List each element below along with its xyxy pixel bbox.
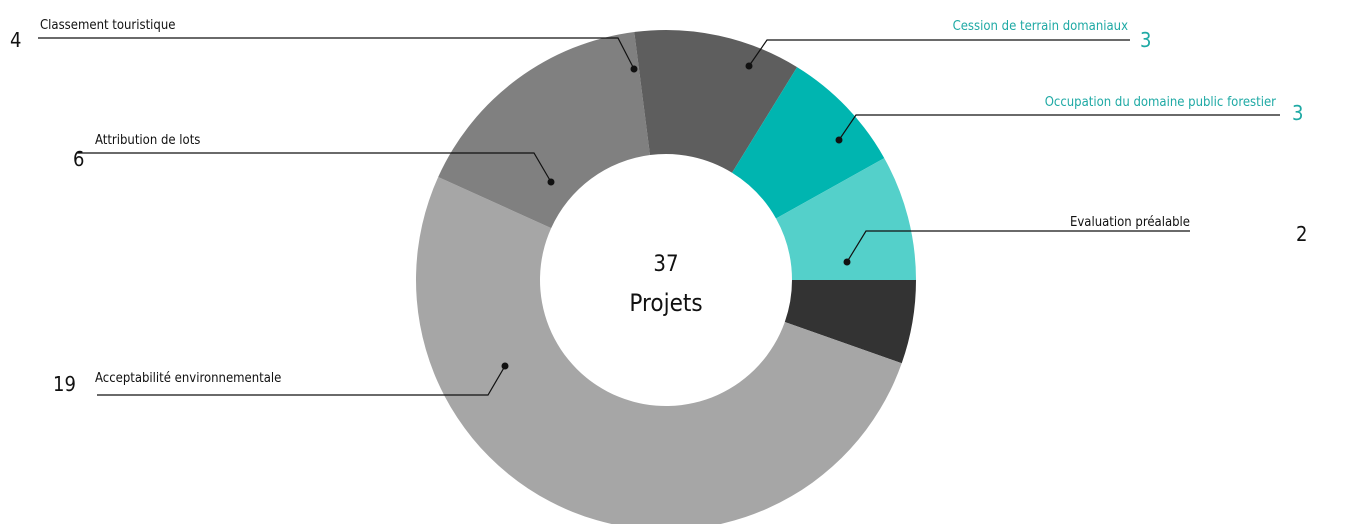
- leader-dot: [630, 65, 638, 73]
- leader-line: [838, 114, 1280, 141]
- callout-2: Attribution de lots 6: [73, 133, 555, 186]
- slice-0: [784, 280, 916, 364]
- callout-5: Occupation du domaine public forestier 3: [835, 95, 1303, 144]
- slice-value: 4: [10, 28, 21, 52]
- slice-value: 2: [1296, 222, 1307, 246]
- callout-1: Acceptabilité environnementale 19: [53, 362, 509, 396]
- donut-slices: [416, 29, 916, 524]
- slice-label: Evaluation préalable: [1070, 215, 1190, 230]
- leader-dot: [547, 178, 555, 186]
- slice-callouts: Evaluation préalable 2 Acceptabilité envir…: [10, 18, 1307, 396]
- slice-3: [634, 29, 798, 173]
- leader-line: [748, 39, 1130, 67]
- slice-label: Occupation du domaine public forestier: [1045, 95, 1276, 110]
- leader-dot: [745, 62, 753, 70]
- slice-label: Cession de terrain domaniaux: [953, 19, 1129, 34]
- slice-value: 3: [1140, 28, 1151, 52]
- callout-3: Classement touristique 4: [10, 18, 638, 73]
- slice-1: [416, 177, 902, 524]
- leader-line: [77, 152, 552, 183]
- slice-label: Classement touristique: [40, 18, 175, 33]
- slice-2: [438, 32, 650, 229]
- center-total-value: 37: [653, 252, 678, 277]
- slice-label: Attribution de lots: [95, 133, 200, 148]
- leader-line: [38, 37, 635, 70]
- leader-dot: [835, 136, 843, 144]
- slice-label: Acceptabilité environnementale: [95, 371, 281, 386]
- slice-value: 6: [73, 147, 84, 171]
- leader-dot: [501, 362, 509, 370]
- slice-4: [732, 67, 885, 219]
- slice-value: 3: [1292, 101, 1303, 125]
- slice-value: 19: [53, 372, 76, 396]
- leader-line: [846, 230, 1190, 263]
- leader-line: [97, 365, 506, 396]
- leader-dot: [843, 258, 851, 266]
- center-total-label: Projets: [629, 289, 702, 317]
- callout-4: Cession de terrain domaniaux 3: [745, 19, 1151, 70]
- slice-5: [775, 158, 916, 280]
- callout-0: Evaluation préalable 2: [843, 215, 1307, 266]
